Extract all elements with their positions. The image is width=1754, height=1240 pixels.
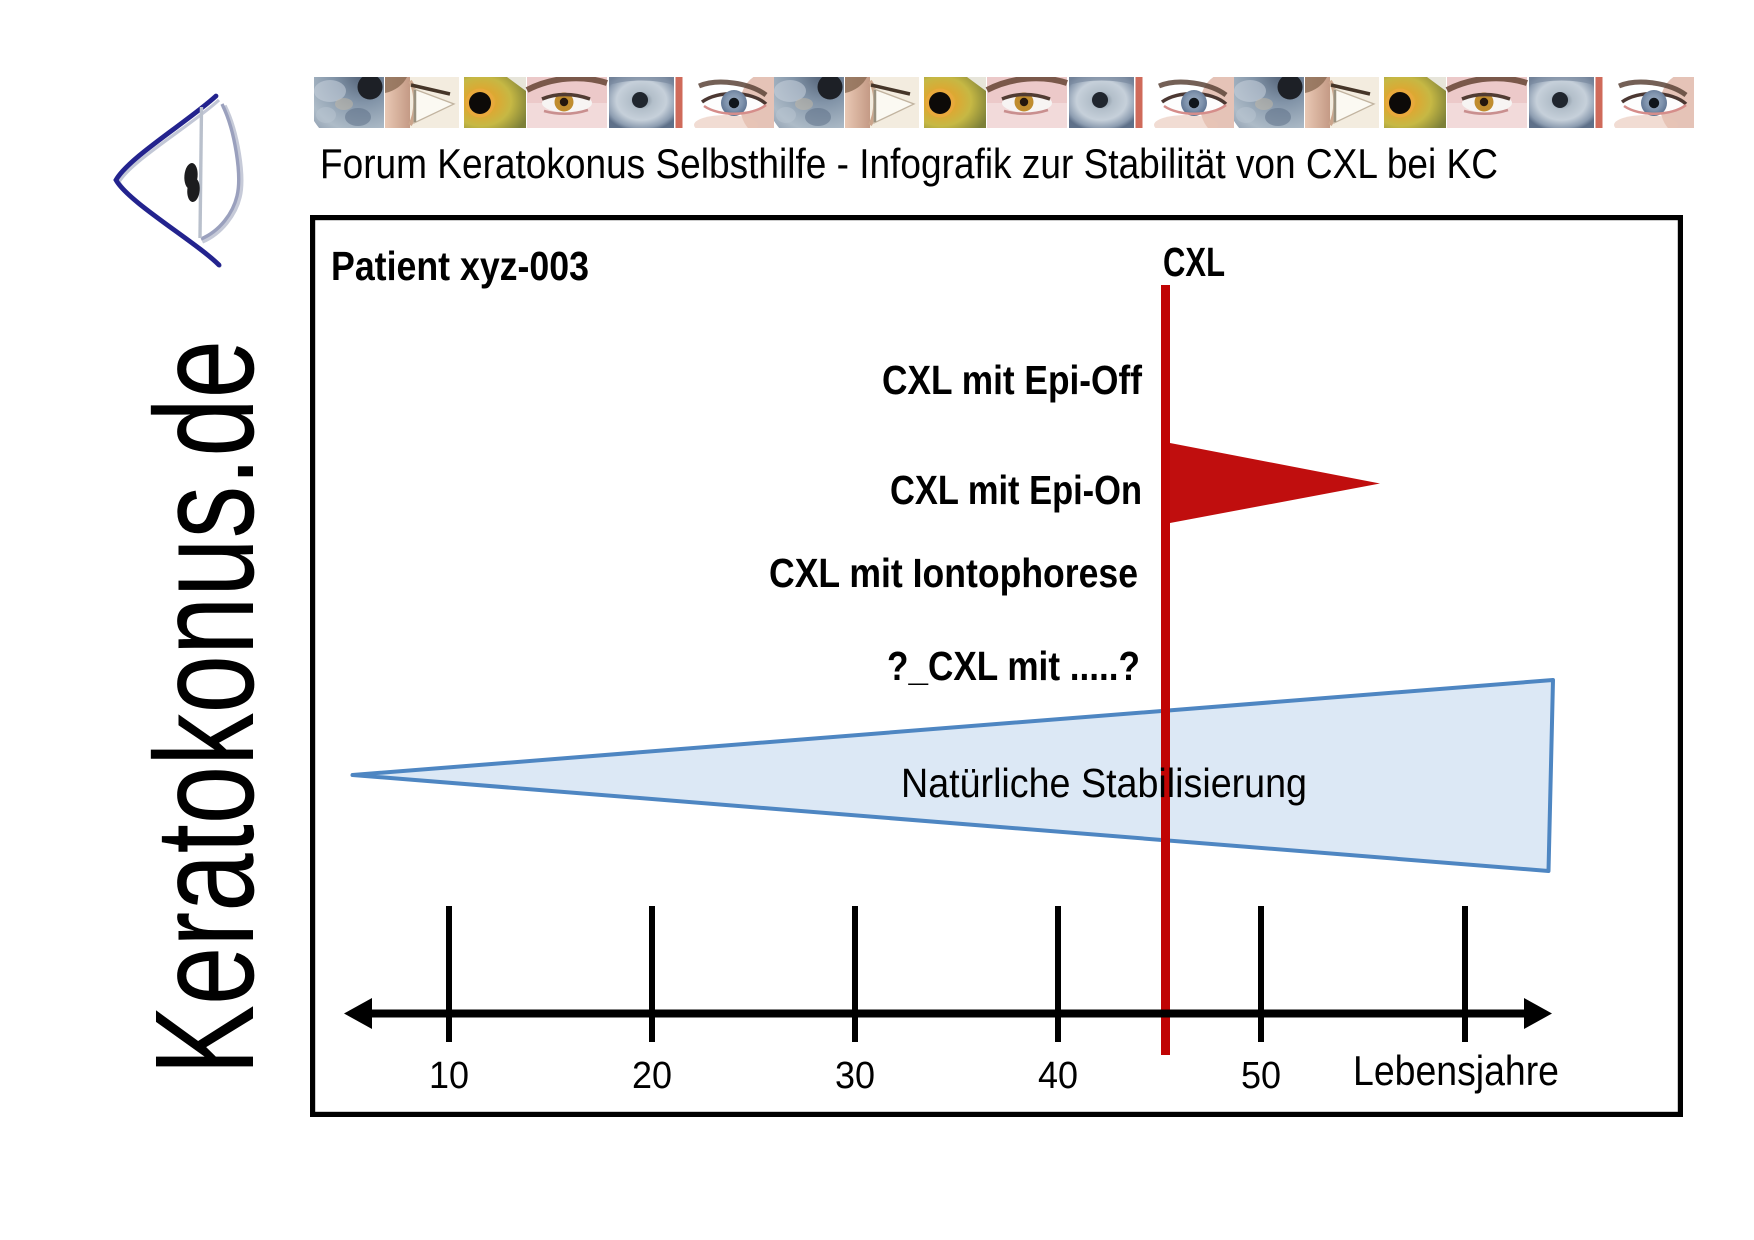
svg-text:CXL mit Epi-Off: CXL mit Epi-Off <box>882 357 1142 403</box>
svg-text:10: 10 <box>429 1055 469 1097</box>
svg-text:20: 20 <box>632 1055 672 1097</box>
svg-text:CXL mit Epi-On: CXL mit Epi-On <box>890 467 1142 513</box>
svg-text:?_CXL mit .....?: ?_CXL mit .....? <box>887 643 1140 689</box>
svg-text:50: 50 <box>1241 1055 1281 1097</box>
svg-text:Forum Keratokonus Selbsthilfe: Forum Keratokonus Selbsthilfe - Infograf… <box>320 140 1498 187</box>
svg-text:40: 40 <box>1038 1055 1078 1097</box>
svg-text:Natürliche Stabilisierung: Natürliche Stabilisierung <box>901 760 1307 806</box>
svg-text:Patient xyz-003: Patient xyz-003 <box>331 243 589 289</box>
svg-text:CXL mit Iontophorese: CXL mit Iontophorese <box>769 550 1138 596</box>
svg-text:30: 30 <box>835 1055 875 1097</box>
svg-text:Keratokonus.de: Keratokonus.de <box>125 340 283 1075</box>
svg-text:Lebensjahre: Lebensjahre <box>1353 1047 1559 1094</box>
svg-text:CXL: CXL <box>1163 239 1225 285</box>
